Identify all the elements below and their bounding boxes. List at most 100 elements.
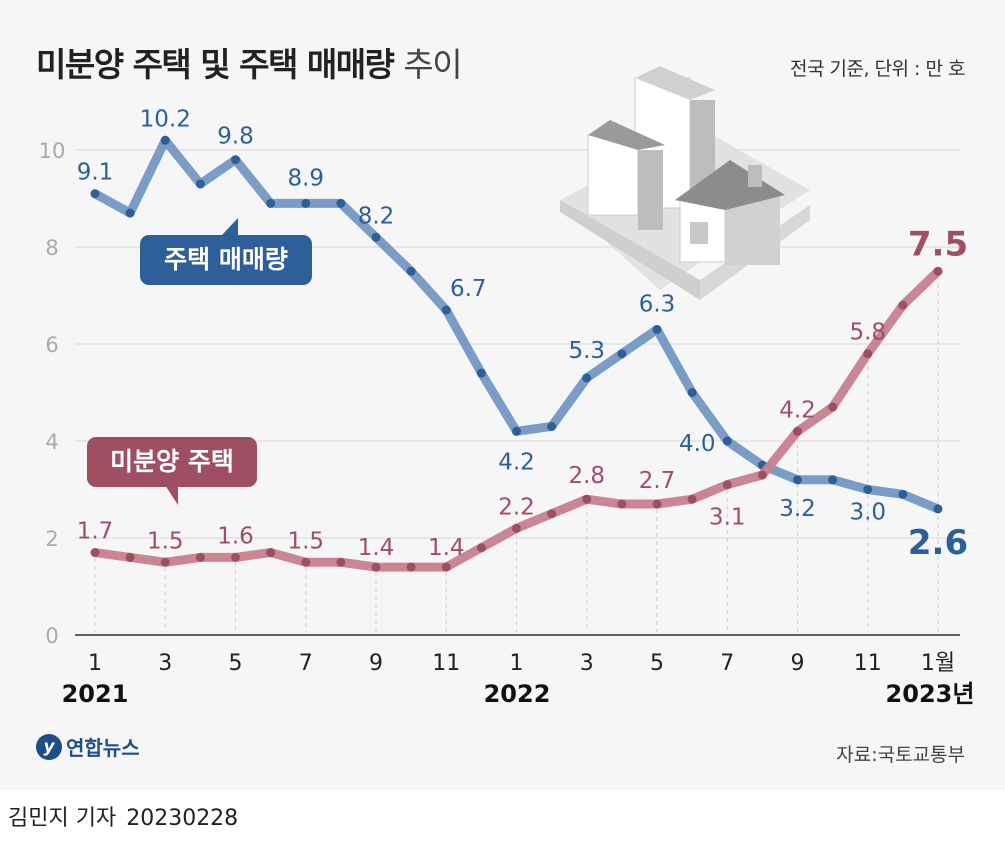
data-label: 7.5 xyxy=(908,224,968,264)
data-point xyxy=(406,266,416,276)
callout-unsold-label: 미분양 주택 xyxy=(110,447,234,476)
data-point xyxy=(687,494,697,504)
title-suffix: 추이 xyxy=(403,45,462,84)
year-label: 2021 xyxy=(62,680,129,708)
byline: 김민지 기자 20230228 xyxy=(8,800,248,832)
unit-note: 전국 기준, 단위 : 만 호 xyxy=(790,58,965,80)
data-point xyxy=(652,499,662,509)
year-label: 2023년 xyxy=(886,680,975,708)
y-tick-label: 2 xyxy=(45,527,58,551)
x-tick-label: 11 xyxy=(854,651,882,676)
data-point xyxy=(793,475,802,485)
data-point xyxy=(898,300,908,310)
data-point xyxy=(231,552,240,562)
data-label: 1.5 xyxy=(287,528,324,554)
data-label: 10.2 xyxy=(140,106,191,132)
logo-mark-icon: y xyxy=(36,733,62,760)
data-point xyxy=(547,509,557,519)
data-label: 2.6 xyxy=(908,523,968,563)
data-label: 9.1 xyxy=(77,160,114,186)
data-point xyxy=(125,552,135,562)
data-point xyxy=(933,266,943,276)
data-label: 2.8 xyxy=(568,463,605,489)
data-label: 3.0 xyxy=(849,500,886,526)
callout-unsold: 미분양 주택 xyxy=(87,437,257,505)
data-point xyxy=(195,179,205,189)
data-point xyxy=(652,324,662,334)
data-point xyxy=(617,499,627,509)
y-tick-label: 10 xyxy=(39,139,66,163)
x-tick-label: 3 xyxy=(580,651,594,676)
data-point xyxy=(898,489,908,499)
data-label: 1.7 xyxy=(77,519,114,545)
yonhap-logo: y 연합뉴스 xyxy=(36,732,140,761)
y-tick-label: 6 xyxy=(45,333,58,357)
data-label: 2.2 xyxy=(498,494,535,520)
data-point xyxy=(687,388,697,397)
data-point xyxy=(406,562,416,572)
data-point xyxy=(617,349,627,359)
source-note: 자료:국토교통부 xyxy=(836,744,965,766)
y-tick-label: 0 xyxy=(45,624,58,648)
data-point xyxy=(512,426,521,436)
data-label: 3.2 xyxy=(779,496,816,522)
data-point xyxy=(125,208,135,218)
y-tick-label: 8 xyxy=(45,236,58,260)
data-label: 5.8 xyxy=(849,320,886,346)
building-illustration xyxy=(560,66,810,300)
data-point xyxy=(757,470,767,480)
title-main: 미분양 주택 및 주택 매매량 xyxy=(36,45,395,84)
data-point xyxy=(828,475,838,485)
data-point xyxy=(266,198,276,208)
data-point xyxy=(231,155,240,165)
chart-title: 미분양 주택 및 주택 매매량 추이 xyxy=(36,38,463,86)
data-point xyxy=(90,189,100,199)
x-tick-label: 7 xyxy=(720,651,734,676)
data-label: 4.2 xyxy=(498,449,535,475)
data-label: 5.3 xyxy=(568,338,605,364)
x-tick-label: 9 xyxy=(791,651,805,676)
data-point xyxy=(933,504,943,514)
data-label: 8.9 xyxy=(287,165,324,191)
data-point xyxy=(582,494,592,504)
data-point xyxy=(512,523,521,533)
data-point xyxy=(722,480,732,490)
data-point xyxy=(371,232,381,242)
callout-transactions: 주택 매매량 xyxy=(140,218,312,285)
x-tick-label: 1 xyxy=(88,651,102,676)
data-point xyxy=(547,421,557,431)
data-label: 4.0 xyxy=(679,431,716,457)
data-point xyxy=(266,548,276,558)
data-point xyxy=(476,368,486,378)
data-label: 6.3 xyxy=(639,291,676,317)
data-label: 9.8 xyxy=(217,124,254,150)
data-point xyxy=(160,135,170,145)
data-label: 6.7 xyxy=(450,276,487,302)
x-tick-label: 5 xyxy=(229,651,243,676)
data-point xyxy=(863,485,873,494)
x-tick-label: 11 xyxy=(432,651,460,676)
year-label: 2022 xyxy=(484,680,551,708)
data-point xyxy=(301,198,311,208)
data-point xyxy=(336,557,346,567)
x-tick-label: 7 xyxy=(299,651,313,676)
logo-text: 연합뉴스 xyxy=(66,736,140,760)
x-tick-label: 3 xyxy=(158,651,172,676)
x-tick-label: 9 xyxy=(369,651,383,676)
x-tick-label: 1월 xyxy=(921,651,955,676)
data-point xyxy=(160,557,170,567)
data-point xyxy=(722,436,732,446)
data-point xyxy=(476,543,486,553)
data-label: 8.2 xyxy=(358,203,395,229)
data-point xyxy=(336,198,346,208)
data-point xyxy=(863,349,873,359)
data-label: 1.4 xyxy=(358,535,395,561)
data-point xyxy=(441,305,451,315)
data-label: 4.2 xyxy=(779,397,816,423)
x-tick-label: 5 xyxy=(650,651,664,676)
y-tick-label: 4 xyxy=(45,430,58,454)
data-point xyxy=(90,548,100,558)
data-point xyxy=(793,426,802,436)
data-point xyxy=(195,552,205,562)
data-point xyxy=(582,373,592,383)
